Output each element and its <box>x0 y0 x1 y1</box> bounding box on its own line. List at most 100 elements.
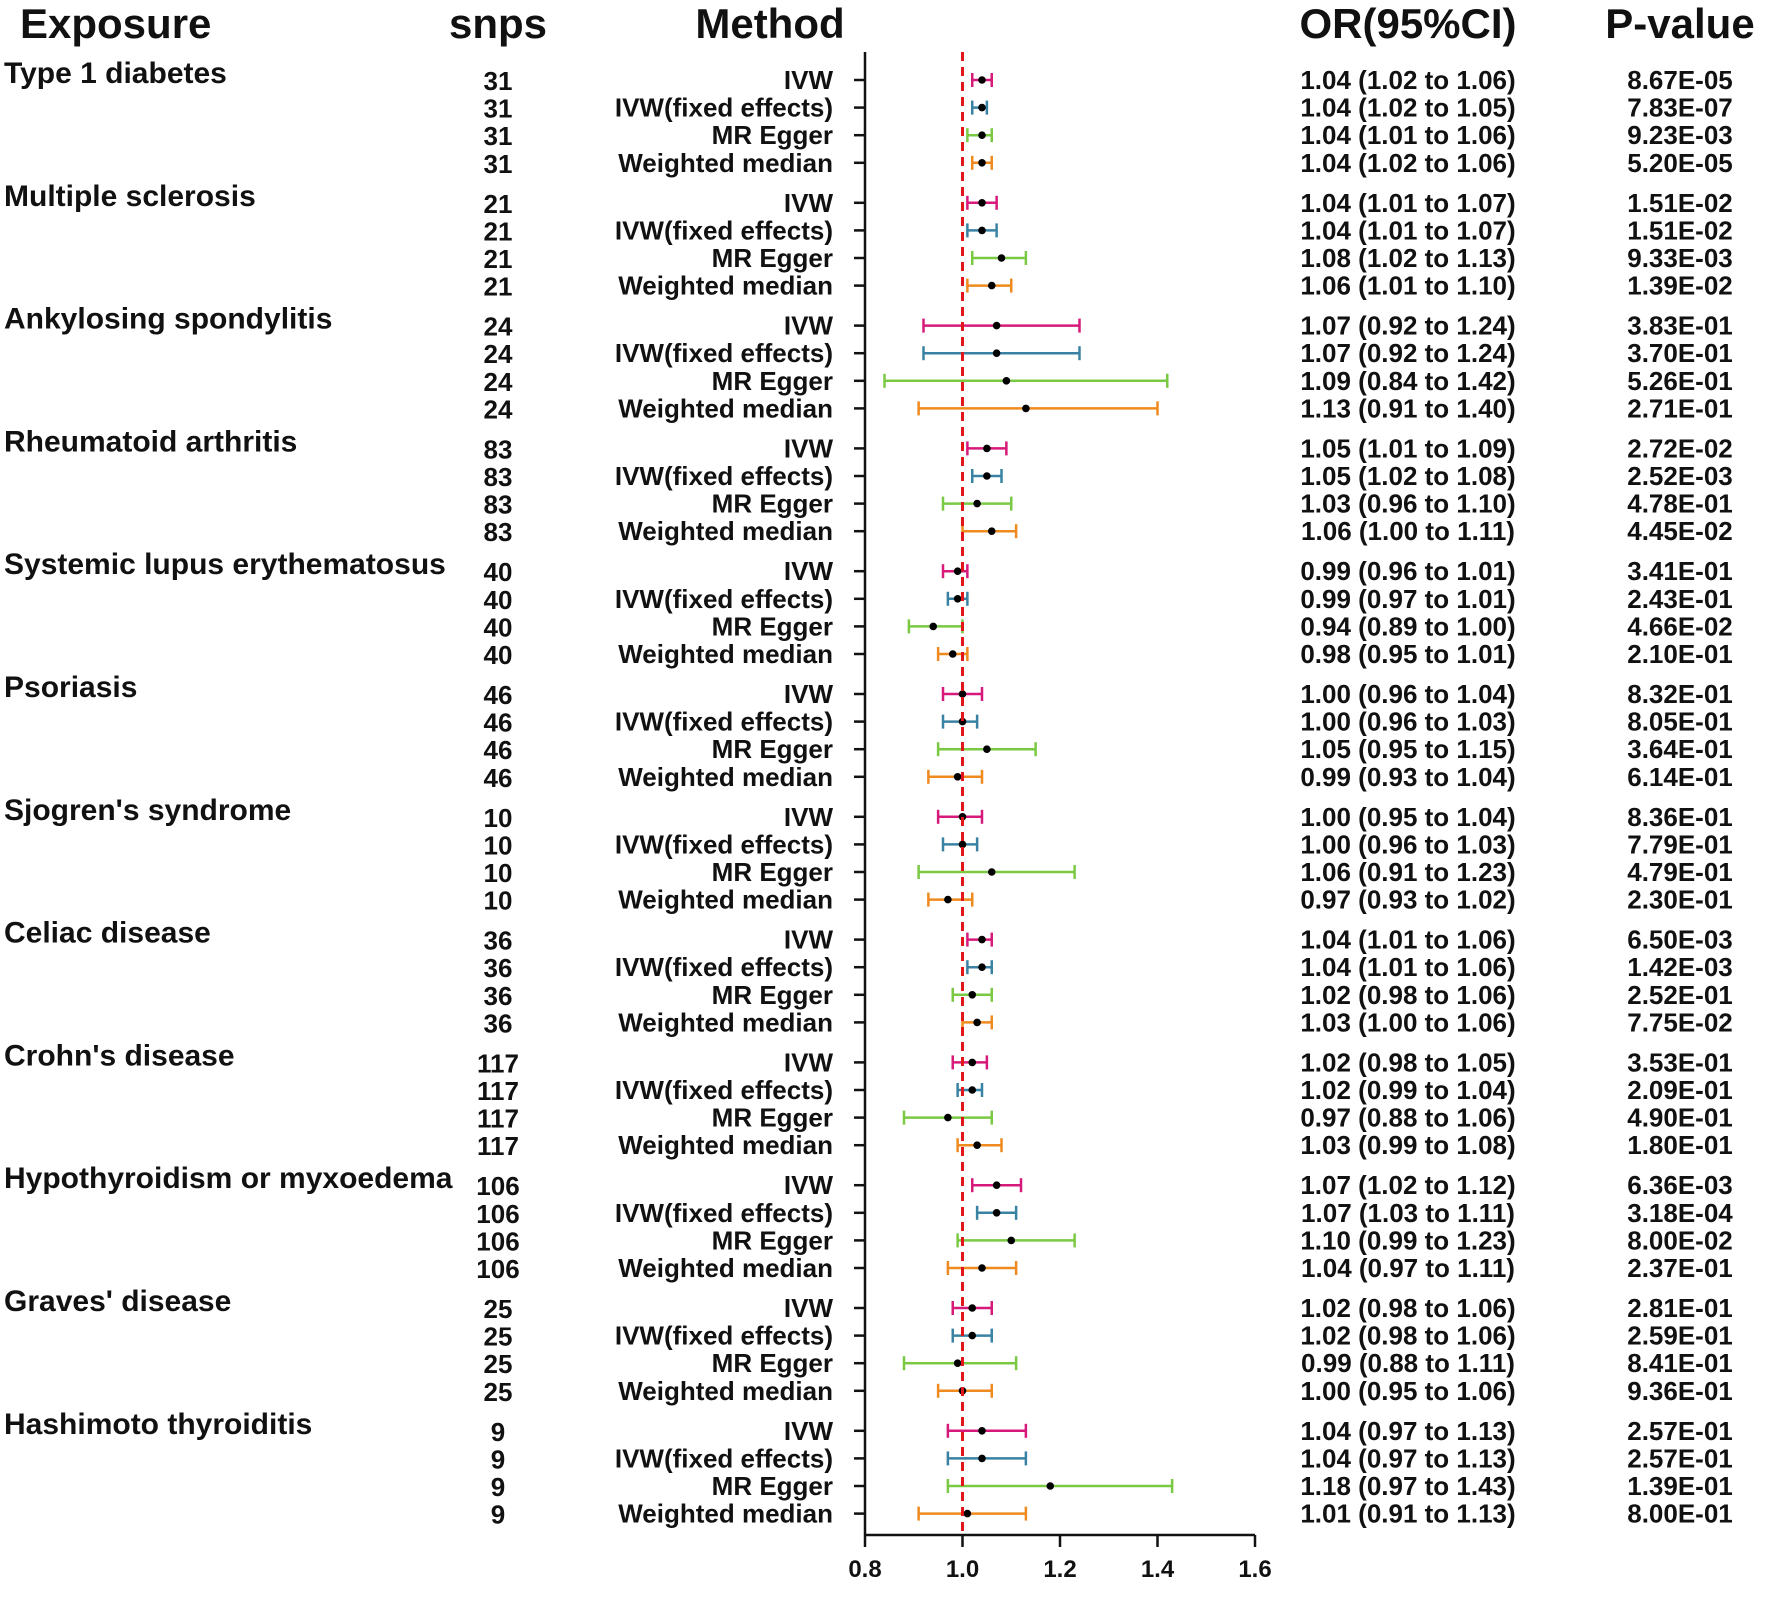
point-estimate <box>968 991 977 999</box>
method-label: IVW <box>784 1170 834 1200</box>
x-tick-label: 1.0 <box>946 1556 979 1583</box>
exposure-label: Type 1 diabetes <box>4 57 227 90</box>
snps-value: 25 <box>484 1349 513 1379</box>
point-estimate <box>978 131 986 139</box>
snps-value: 9 <box>491 1500 505 1530</box>
or-ci-value: 0.99 (0.97 to 1.01) <box>1300 584 1515 614</box>
snps-value: 31 <box>484 149 513 179</box>
or-ci-value: 0.98 (0.95 to 1.01) <box>1300 639 1515 669</box>
method-label: MR Egger <box>712 1471 833 1501</box>
snps-value: 106 <box>476 1171 519 1201</box>
p-value: 8.41E-01 <box>1627 1348 1733 1378</box>
snps-value: 25 <box>484 1322 513 1352</box>
p-value: 1.51E-02 <box>1627 215 1733 245</box>
snps-value: 40 <box>484 585 513 615</box>
snps-value: 31 <box>484 121 513 151</box>
point-estimate <box>958 690 967 698</box>
or-ci-value: 1.04 (1.02 to 1.06) <box>1300 65 1515 95</box>
exposure-label: Celiac disease <box>4 917 211 950</box>
point-estimate <box>983 745 991 753</box>
x-tick-label: 1.4 <box>1141 1556 1175 1583</box>
p-value: 2.09E-01 <box>1627 1075 1733 1105</box>
p-value: 8.00E-02 <box>1627 1225 1733 1255</box>
p-value: 9.36E-01 <box>1627 1376 1733 1406</box>
snps-value: 21 <box>484 189 513 219</box>
or-ci-value: 1.04 (1.02 to 1.05) <box>1300 93 1515 123</box>
point-estimate <box>992 1181 1001 1189</box>
p-value: 3.83E-01 <box>1627 311 1733 341</box>
header-method: Method <box>695 0 844 47</box>
or-ci-value: 1.04 (1.01 to 1.07) <box>1300 188 1515 218</box>
exposure-label: Multiple sclerosis <box>4 180 256 213</box>
method-label: IVW <box>784 925 834 955</box>
method-label: MR Egger <box>712 489 833 519</box>
point-estimate <box>944 1113 952 1122</box>
point-estimate <box>973 1141 981 1149</box>
snps-value: 9 <box>491 1472 505 1502</box>
or-ci-value: 1.08 (1.02 to 1.13) <box>1300 243 1515 273</box>
point-estimate <box>948 650 957 658</box>
p-value: 8.36E-01 <box>1627 802 1733 832</box>
or-ci-value: 1.00 (0.96 to 1.03) <box>1300 829 1515 859</box>
p-value: 2.57E-01 <box>1627 1416 1733 1446</box>
point-estimate <box>1046 1482 1055 1490</box>
snps-value: 24 <box>484 394 513 424</box>
point-estimate <box>992 349 1001 358</box>
point-estimate <box>992 1209 1001 1217</box>
or-ci-value: 1.07 (0.92 to 1.24) <box>1300 338 1515 368</box>
point-estimate <box>968 1304 977 1312</box>
point-estimate <box>978 199 986 207</box>
snps-value: 36 <box>484 953 513 983</box>
p-value: 2.30E-01 <box>1627 885 1733 915</box>
p-value: 1.80E-01 <box>1627 1130 1733 1160</box>
snps-value: 117 <box>477 1104 519 1134</box>
snps-value: 40 <box>484 557 513 587</box>
or-ci-value: 0.99 (0.93 to 1.04) <box>1300 762 1515 792</box>
point-estimate <box>1002 377 1011 385</box>
method-label: Weighted median <box>618 639 833 669</box>
method-label: IVW <box>784 802 834 832</box>
p-value: 4.78E-01 <box>1627 489 1733 519</box>
point-estimate <box>978 1427 986 1435</box>
point-estimate <box>978 1264 986 1272</box>
p-value: 2.10E-01 <box>1627 639 1733 669</box>
snps-value: 117 <box>477 1131 519 1161</box>
or-ci-value: 1.07 (1.03 to 1.11) <box>1301 1198 1515 1228</box>
or-ci-value: 1.10 (0.99 to 1.23) <box>1300 1225 1515 1255</box>
or-ci-value: 1.04 (1.01 to 1.06) <box>1300 952 1515 982</box>
snps-value: 25 <box>484 1377 513 1407</box>
method-label: IVW <box>784 1047 834 1077</box>
method-label: MR Egger <box>712 366 833 396</box>
point-estimate <box>983 444 991 453</box>
point-estimate <box>963 1509 972 1518</box>
snps-value: 10 <box>484 803 513 833</box>
or-ci-value: 1.02 (0.98 to 1.06) <box>1300 1293 1515 1323</box>
p-value: 2.37E-01 <box>1627 1253 1733 1283</box>
method-label: MR Egger <box>712 120 833 150</box>
or-ci-value: 1.07 (0.92 to 1.24) <box>1300 311 1515 341</box>
p-value: 1.42E-03 <box>1627 952 1733 982</box>
or-ci-value: 1.04 (1.01 to 1.06) <box>1300 120 1515 150</box>
method-label: IVW <box>784 679 834 709</box>
point-estimate <box>978 1454 986 1463</box>
p-value: 4.66E-02 <box>1627 611 1733 641</box>
method-label: IVW(fixed effects) <box>615 584 833 614</box>
method-label: IVW(fixed effects) <box>615 93 833 123</box>
p-value: 2.72E-02 <box>1627 433 1733 463</box>
snps-value: 117 <box>477 1048 519 1078</box>
header-snps: snps <box>449 0 547 47</box>
method-label: IVW(fixed effects) <box>615 1198 833 1228</box>
snps-value: 10 <box>484 830 513 860</box>
snps-value: 21 <box>484 272 513 302</box>
method-label: Weighted median <box>618 885 833 915</box>
p-value: 8.32E-01 <box>1627 679 1733 709</box>
or-ci-value: 1.02 (0.99 to 1.04) <box>1300 1075 1515 1105</box>
snps-value: 46 <box>484 763 513 793</box>
point-estimate <box>987 868 996 876</box>
p-value: 3.41E-01 <box>1627 556 1733 586</box>
or-ci-value: 1.13 (0.91 to 1.40) <box>1300 393 1515 423</box>
header-p-value: P-value <box>1605 0 1754 47</box>
snps-value: 83 <box>484 517 513 547</box>
snps-value: 21 <box>484 216 513 246</box>
method-label: MR Egger <box>712 243 833 273</box>
